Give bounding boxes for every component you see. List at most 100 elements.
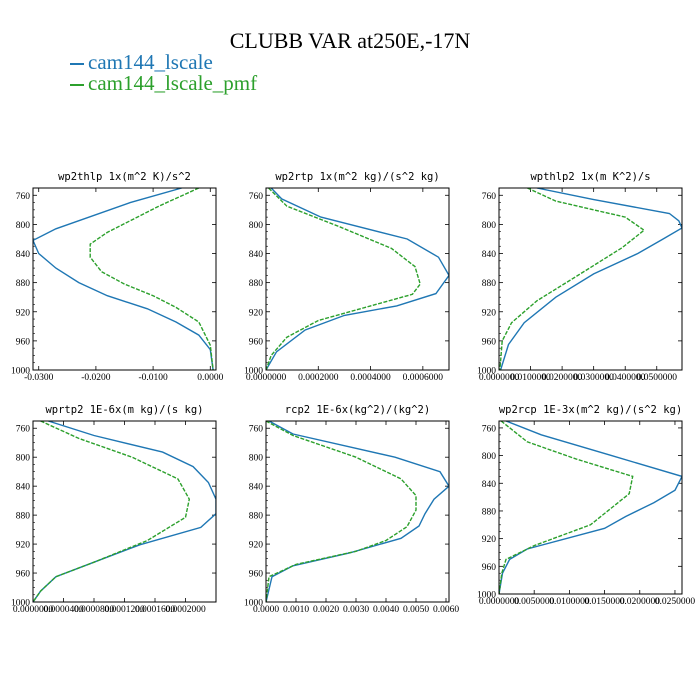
y-tick-label: 760 [482,192,497,202]
y-tick-label: 840 [482,250,497,260]
y-tick-label: 920 [249,308,264,318]
y-tick-label: 1000 [11,599,30,609]
series-line [266,421,449,602]
panel-title: wp2rtp 1x(m^2 kg)/(s^2 kg) [275,171,439,183]
x-tick-label: 0.0300000 [573,373,614,383]
panel-title: wp2rcp 1E-3x(m^2 kg)/(s^2 kg) [499,404,682,416]
legend-line-swatch [70,63,84,66]
panel-title: wpthlp2 1x(m K^2)/s [530,171,650,183]
x-tick-label: 0.0001600 [135,605,176,615]
series-line [33,421,191,602]
y-tick-label: 960 [482,337,497,347]
y-tick-label: 880 [249,279,264,289]
series-line [499,188,646,370]
y-tick-label: 840 [16,250,31,260]
x-tick-label: 0.0000000 [479,373,520,383]
y-tick-label: 1000 [477,367,496,377]
chart-panel: wpthlp2 1x(m K^2)/s 760 800 840 880 920 960 100… [477,171,683,383]
y-tick-label: 920 [16,541,31,551]
series-line [266,421,417,602]
x-tick-label: 0.0200000 [542,373,583,383]
plot-frame [265,420,450,603]
series-line [33,188,214,370]
chart-panel: wp2thlp 1x(m^2 K)/s^2 760 800 840 880 920 960 1… [11,171,224,383]
plot-frame [498,187,683,371]
y-tick-label: 920 [482,308,497,318]
x-tick-label: 0.0000400 [43,605,84,615]
y-tick-label: 960 [482,563,497,573]
x-tick-label: 0.0250000 [655,597,696,607]
x-tick-label: 0.0060 [433,605,459,615]
series-line [499,421,682,594]
plot-frame [32,420,217,603]
series-line [33,421,216,602]
x-tick-label: 0.0000000 [246,373,287,383]
y-tick-label: 1000 [244,367,263,377]
plot-frame [32,187,217,371]
y-tick-label: 800 [249,221,264,231]
legend-label: cam144_lscale_pmf [88,71,258,95]
series-line [499,421,634,594]
legend-label: cam144_lscale [88,50,213,74]
y-tick-label: 800 [482,452,497,462]
y-tick-label: 1000 [477,591,496,601]
y-tick-label: 920 [482,535,497,545]
panel-title: wprtp2 1E-6x(m kg)/(s kg) [45,404,203,416]
x-tick-label: 0.0040 [373,605,399,615]
x-tick-label: 0.0006000 [403,373,444,383]
x-tick-label: 0.0030 [343,605,369,615]
series-line [266,188,421,370]
y-tick-label: 800 [482,221,497,231]
y-tick-label: 960 [16,570,31,580]
y-tick-label: 1000 [11,367,30,377]
x-tick-label: 0.0000000 [13,605,54,615]
y-tick-label: 800 [16,221,31,231]
series-line [266,188,449,370]
x-tick-label: 0.0004000 [350,373,391,383]
x-tick-label: 0.0000800 [74,605,115,615]
x-tick-label: 0.0500000 [637,373,678,383]
panel-title: rcp2 1E-6x(kg^2)/(kg^2) [285,404,430,416]
legend-line-swatch [70,84,84,87]
x-tick-label: 0.0200000 [620,597,661,607]
figure-title: CLUBB VAR at250E,-17N [229,28,471,53]
x-tick-label: 0.0002000 [165,605,206,615]
y-tick-label: 960 [249,337,264,347]
x-tick-label: -0.0100 [138,373,168,383]
y-tick-label: 960 [16,337,31,347]
x-tick-label: 0.0150000 [584,597,625,607]
y-tick-label: 880 [16,279,31,289]
panel-title: wp2thlp 1x(m^2 K)/s^2 [58,171,191,183]
x-tick-label: 0.0050000 [514,597,555,607]
x-tick-label: 0.0002000 [298,373,339,383]
x-tick-label: -0.0200 [81,373,111,383]
plot-frame [265,187,450,371]
chart-panel: rcp2 1E-6x(kg^2)/(kg^2) 760 800 840 880 920 96… [244,404,459,615]
y-tick-label: 880 [249,512,264,522]
chart-panel: wp2rtp 1x(m^2 kg)/(s^2 kg) 760 800 840 880 92… [244,171,450,383]
x-tick-label: 0.0050 [403,605,429,615]
series-line [499,188,682,370]
y-tick-label: 760 [16,425,31,435]
plot-frame [498,420,683,595]
y-tick-label: 840 [482,480,497,490]
x-tick-label: 0.0000000 [479,597,520,607]
legend-entry: cam144_lscale_pmf [70,71,257,96]
y-tick-label: 760 [249,192,264,202]
legend-entry: cam144_lscale [70,50,213,75]
y-tick-label: 880 [482,507,497,517]
y-tick-label: 840 [16,483,31,493]
x-tick-label: 0.0100000 [510,373,551,383]
y-tick-label: 840 [249,250,264,260]
y-tick-label: 920 [16,308,31,318]
y-tick-label: 840 [249,483,264,493]
x-tick-label: 0.0001200 [104,605,145,615]
x-tick-label: -0.0300 [24,373,54,383]
y-tick-label: 880 [482,279,497,289]
x-tick-label: 0.0000 [197,373,223,383]
chart-panel: wp2rcp 1E-3x(m^2 kg)/(s^2 kg)760 800 840 88… [477,404,695,607]
y-tick-label: 880 [16,512,31,522]
y-tick-label: 1000 [244,599,263,609]
x-tick-label: 0.0400000 [605,373,646,383]
